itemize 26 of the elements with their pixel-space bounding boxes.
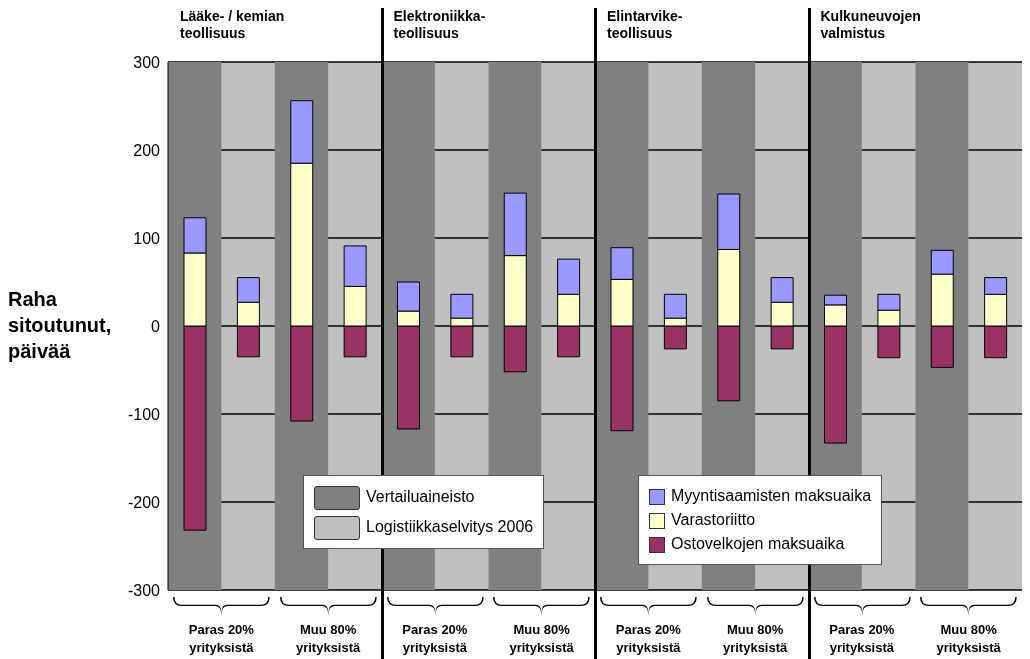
x-tick-label: Paras 20% yrityksistä — [402, 622, 468, 655]
x-tick-label: Muu 80% yrityksistä — [936, 622, 1002, 655]
y-tick-label: 100 — [133, 229, 161, 247]
legend-label: Varastoriitto — [670, 510, 757, 530]
y-tick-label: -100 — [127, 405, 161, 423]
y-tick-label: 300 — [133, 53, 161, 71]
y-tick-label: -200 — [127, 493, 161, 511]
y-axis-title: Raha sitoutunut, päivää — [8, 287, 113, 364]
x-tick-label: Paras 20% yrityksistä — [188, 622, 255, 655]
annotation: Logistiikkaselvitys 2006 — [365, 517, 534, 537]
x-tick-label: Muu 80% yrityksistä — [295, 622, 362, 655]
x-tick-label: Muu 80% yrityksistä — [722, 622, 789, 655]
text: Elektroniikka- teollisuus — [393, 8, 486, 42]
x-tick-label: Muu 80% yrityksistä — [509, 622, 575, 655]
text: Elintarvike- teollisuus — [607, 8, 683, 42]
text: Lääke- / kemian teollisuus — [180, 8, 285, 42]
legend-label: Myyntisaamisten maksuaika — [670, 486, 872, 506]
annotation: Vertailuaineisto — [365, 487, 476, 507]
y-tick-label: -300 — [127, 581, 161, 599]
shade-key: Vertailuaineisto Logistiikkaselvitys 2006 — [303, 475, 545, 549]
y-tick-label: 200 — [133, 141, 161, 159]
text: Kulkuneuvojen valmistus — [820, 8, 921, 42]
y-tick-label: 0 — [151, 317, 161, 335]
x-tick-label: Paras 20% yrityksistä — [829, 622, 895, 655]
x-tick-label: Paras 20% yrityksistä — [615, 622, 682, 655]
legend-label: Ostovelkojen maksuaika — [670, 534, 846, 554]
